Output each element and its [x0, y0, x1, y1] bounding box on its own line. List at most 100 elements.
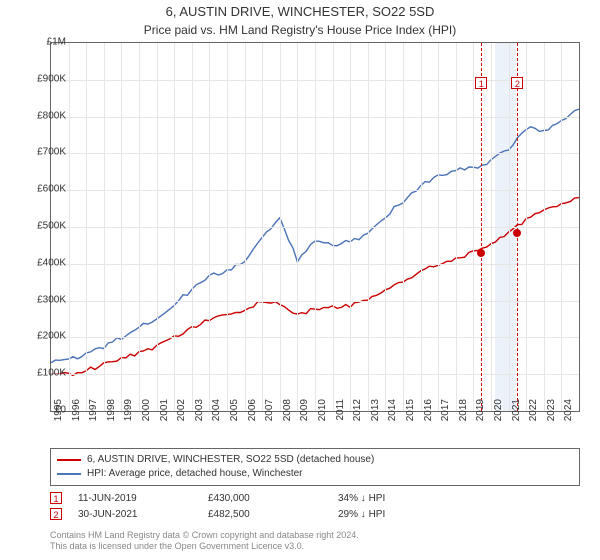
gridline-v: [227, 43, 228, 411]
ytick-label: £400K: [37, 257, 66, 268]
xtick-label: 2022: [528, 399, 539, 429]
footer-line-1: Contains HM Land Registry data © Crown c…: [50, 530, 580, 541]
xtick-label: 1997: [88, 399, 99, 429]
ytick-label: £800K: [37, 110, 66, 121]
ytick-label: £900K: [37, 73, 66, 84]
gridline-v: [139, 43, 140, 411]
gridline-v: [86, 43, 87, 411]
gridline-v: [473, 43, 474, 411]
gridline-v: [456, 43, 457, 411]
gridline-v: [333, 43, 334, 411]
xtick-label: 2014: [387, 399, 398, 429]
xtick-label: 2003: [194, 399, 205, 429]
gridline-v: [526, 43, 527, 411]
gridline-v: [121, 43, 122, 411]
gridline-v: [561, 43, 562, 411]
gridline-v: [315, 43, 316, 411]
gridline-v: [438, 43, 439, 411]
xtick-label: 2007: [264, 399, 275, 429]
xtick-label: 1996: [71, 399, 82, 429]
row-delta: 29% ↓ HPI: [338, 509, 458, 520]
xtick-label: 2002: [176, 399, 187, 429]
marker-vline: [517, 43, 518, 411]
xtick-label: 2024: [563, 399, 574, 429]
chart-container: 6, AUSTIN DRIVE, WINCHESTER, SO22 5SD Pr…: [0, 0, 600, 560]
xtick-label: 1998: [106, 399, 117, 429]
gridline-v: [209, 43, 210, 411]
legend-swatch: [57, 473, 81, 475]
gridline-v: [174, 43, 175, 411]
row-date: 30-JUN-2021: [78, 509, 198, 520]
table-row: 1 11-JUN-2019 £430,000 34% ↓ HPI: [50, 490, 580, 506]
xtick-label: 2019: [475, 399, 486, 429]
table-row: 2 30-JUN-2021 £482,500 29% ↓ HPI: [50, 506, 580, 522]
ytick-label: £600K: [37, 184, 66, 195]
marker-table: 1 11-JUN-2019 £430,000 34% ↓ HPI 2 30-JUN-202…: [50, 490, 580, 522]
xtick-label: 2000: [141, 399, 152, 429]
footer-line-2: This data is licensed under the Open Gov…: [50, 541, 580, 552]
xtick-label: 2006: [247, 399, 258, 429]
ytick-label: £100K: [37, 368, 66, 379]
xtick-label: 2011: [335, 399, 346, 429]
plot-area: 12: [50, 42, 580, 412]
gridline-v: [69, 43, 70, 411]
gridline-v: [192, 43, 193, 411]
gridline-v: [245, 43, 246, 411]
xtick-label: 1995: [53, 399, 64, 429]
xtick-label: 2010: [317, 399, 328, 429]
gridline-v: [280, 43, 281, 411]
gridline-v: [491, 43, 492, 411]
marker-box: 2: [511, 77, 523, 89]
gridline-v: [544, 43, 545, 411]
ytick-label: £200K: [37, 331, 66, 342]
legend-swatch: [57, 459, 81, 461]
ytick-label: £1M: [47, 37, 66, 48]
gridline-v: [104, 43, 105, 411]
xtick-label: 2013: [370, 399, 381, 429]
row-date: 11-JUN-2019: [78, 493, 198, 504]
gridline-v: [350, 43, 351, 411]
xtick-label: 2001: [159, 399, 170, 429]
xtick-label: 1999: [123, 399, 134, 429]
xtick-label: 2005: [229, 399, 240, 429]
legend: 6, AUSTIN DRIVE, WINCHESTER, SO22 5SD (d…: [50, 448, 580, 486]
row-delta: 34% ↓ HPI: [338, 493, 458, 504]
ytick-label: £700K: [37, 147, 66, 158]
marker-box: 1: [475, 77, 487, 89]
legend-label: 6, AUSTIN DRIVE, WINCHESTER, SO22 5SD (d…: [87, 453, 374, 467]
footer: Contains HM Land Registry data © Crown c…: [50, 530, 580, 553]
row-price: £430,000: [208, 493, 328, 504]
chart-title: 6, AUSTIN DRIVE, WINCHESTER, SO22 5SD: [0, 0, 600, 21]
xtick-label: 2021: [511, 399, 522, 429]
xtick-label: 2008: [282, 399, 293, 429]
ytick-label: £300K: [37, 294, 66, 305]
row-marker-box: 1: [50, 492, 62, 504]
marker-dot: [477, 249, 485, 257]
row-marker-box: 2: [50, 508, 62, 520]
gridline-v: [421, 43, 422, 411]
xtick-label: 2015: [405, 399, 416, 429]
xtick-label: 2009: [299, 399, 310, 429]
xtick-label: 2012: [352, 399, 363, 429]
chart-subtitle: Price paid vs. HM Land Registry's House …: [0, 21, 600, 37]
gridline-v: [157, 43, 158, 411]
xtick-label: 2020: [493, 399, 504, 429]
gridline-v: [403, 43, 404, 411]
marker-dot: [513, 229, 521, 237]
xtick-label: 2004: [211, 399, 222, 429]
xtick-label: 2016: [423, 399, 434, 429]
xtick-label: 2018: [458, 399, 469, 429]
xtick-label: 2017: [440, 399, 451, 429]
legend-label: HPI: Average price, detached house, Winc…: [87, 467, 303, 481]
gridline-v: [385, 43, 386, 411]
gridline-v: [297, 43, 298, 411]
legend-row: HPI: Average price, detached house, Winc…: [57, 467, 573, 481]
gridline-v: [262, 43, 263, 411]
marker-vline: [481, 43, 482, 411]
xtick-label: 2023: [546, 399, 557, 429]
gridline-v: [509, 43, 510, 411]
ytick-label: £500K: [37, 221, 66, 232]
legend-row: 6, AUSTIN DRIVE, WINCHESTER, SO22 5SD (d…: [57, 453, 573, 467]
gridline-v: [368, 43, 369, 411]
row-price: £482,500: [208, 509, 328, 520]
